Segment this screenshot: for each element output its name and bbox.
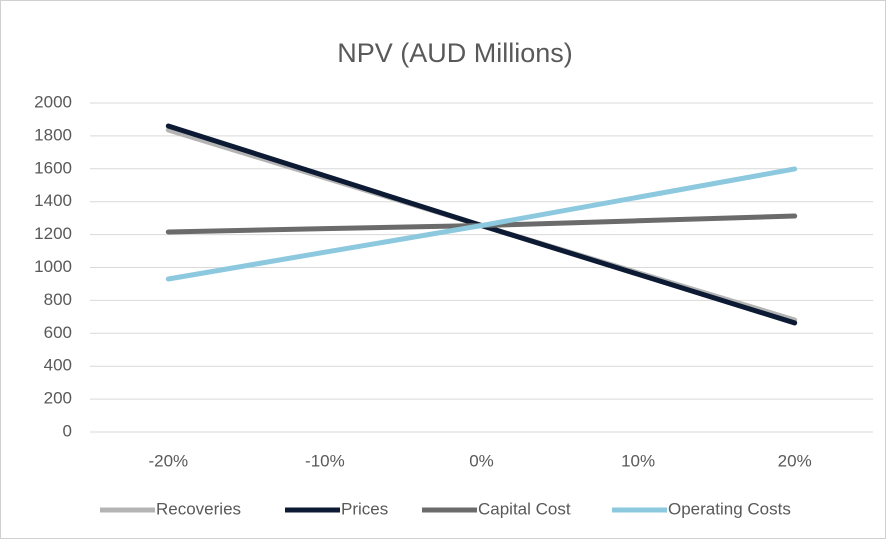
y-tick-label: 2000 [34, 92, 72, 111]
y-tick-label: 200 [44, 389, 72, 408]
line-series [165, 166, 798, 282]
y-tick-label: 1400 [34, 191, 72, 210]
x-tick-label: 20% [778, 451, 812, 470]
x-tick-label: -10% [305, 451, 345, 470]
y-tick-label: 1000 [34, 257, 72, 276]
y-tick-label: 1800 [34, 125, 72, 144]
legend-label: Operating Costs [668, 499, 791, 518]
x-tick-label: 0% [469, 451, 494, 470]
x-tick-label: -20% [148, 451, 188, 470]
legend-label: Prices [341, 499, 388, 518]
y-tick-label: 800 [44, 290, 72, 309]
x-tick-label: 10% [621, 451, 655, 470]
y-tick-label: 400 [44, 356, 72, 375]
legend-label: Recoveries [156, 499, 241, 518]
legend-label: Capital Cost [478, 499, 571, 518]
y-tick-label: 1200 [34, 224, 72, 243]
chart-title: NPV (AUD Millions) [337, 38, 573, 68]
y-tick-label: 0 [63, 421, 72, 440]
y-tick-label: 1600 [34, 158, 72, 177]
y-tick-label: 600 [44, 323, 72, 342]
